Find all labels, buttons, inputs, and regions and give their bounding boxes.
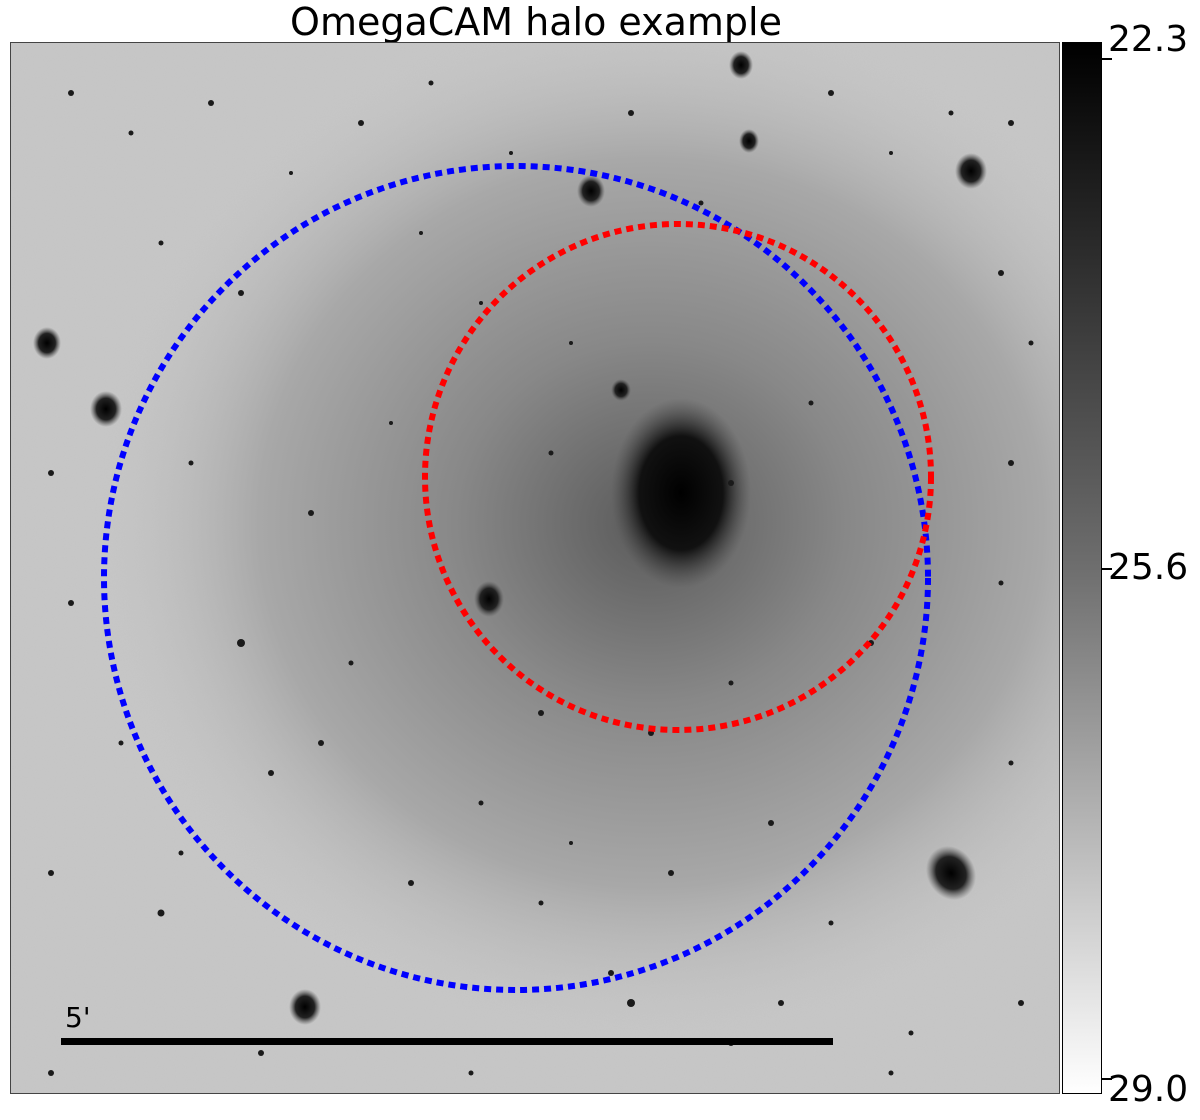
colorbar-tick-label-mid: 25.6	[1108, 547, 1189, 588]
scale-bar-label: 5'	[65, 1001, 91, 1034]
bright-stars	[33, 51, 987, 1025]
sky-image: 5'	[10, 42, 1060, 1094]
colorbar-tick-label-bottom: 29.0	[1108, 1069, 1189, 1110]
colorbar	[1062, 42, 1102, 1094]
faint-stars	[48, 80, 1034, 1076]
galaxy-core	[611, 398, 751, 588]
blue-dotted-circle	[101, 163, 931, 993]
colorbar-tick-label-top: 22.3	[1108, 19, 1189, 60]
galaxy-halo	[91, 43, 1059, 1043]
red-dotted-circle	[422, 221, 934, 733]
colorbar-tick	[1102, 58, 1112, 60]
figure-title: OmegaCAM halo example	[290, 0, 782, 44]
colorbar-tick	[1102, 568, 1112, 570]
colorbar-tick	[1102, 1078, 1112, 1080]
scale-bar	[61, 1038, 833, 1045]
